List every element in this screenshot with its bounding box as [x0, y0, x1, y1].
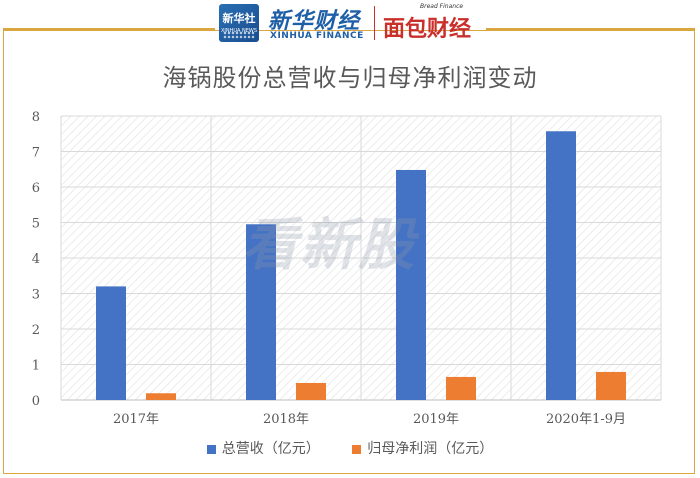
globe-dots-icon [223, 31, 255, 39]
bar-revenue-3 [546, 131, 576, 400]
y-tick-label: 5 [32, 217, 40, 232]
y-tick-label: 7 [32, 146, 40, 161]
bar-profit-0 [146, 393, 176, 400]
legend-swatch-revenue [206, 444, 216, 454]
xinhua-logo-cn: 新华社 [222, 12, 256, 25]
watermark: 看新股 [242, 213, 416, 278]
y-tick-label: 6 [32, 181, 40, 196]
bar-profit-2 [446, 376, 476, 400]
chart-title: 海锅股份总营收与归母净利润变动 [162, 64, 538, 92]
header-rule-left [3, 28, 215, 30]
y-tick-label: 3 [32, 288, 40, 303]
header-separator [374, 6, 375, 40]
header: 新华社 XINHUA NEWS 新华财经 XINHUA FINANCE Brea… [0, 0, 700, 46]
legend-item-revenue: 总营收（亿元） [206, 438, 320, 458]
x-tick-label: 2019年 [413, 412, 459, 427]
bread-finance-brand-en: Bread Finance [420, 3, 464, 10]
legend-swatch-profit [352, 444, 362, 454]
y-tick-label: 8 [32, 110, 40, 125]
bar-revenue-0 [96, 286, 126, 400]
legend: 总营收（亿元） 归母净利润（亿元） [0, 438, 700, 458]
bread-finance-brand: 面包财经 [383, 17, 472, 42]
bar-profit-3 [596, 371, 626, 400]
x-axis: 2017年 2018年 2019年 2020年1-9月 [113, 412, 626, 427]
header-rule-right [486, 28, 695, 30]
bars [96, 131, 626, 400]
x-tick-label: 2020年1-9月 [546, 412, 626, 427]
legend-label-profit: 归母净利润（亿元） [367, 441, 494, 457]
legend-item-profit: 归母净利润（亿元） [352, 438, 493, 458]
xinhua-finance-brand-en: XINHUA FINANCE [270, 31, 364, 41]
xinhua-news-logo: 新华社 XINHUA NEWS [219, 4, 259, 42]
y-tick-label: 2 [32, 323, 40, 338]
bar-revenue-2 [396, 169, 426, 400]
y-tick-label: 4 [32, 252, 40, 267]
y-axis: 0 1 2 3 4 5 6 7 8 [32, 110, 40, 409]
bar-revenue-1 [246, 224, 276, 400]
x-tick-label: 2018年 [263, 412, 309, 427]
x-tick-label: 2017年 [113, 412, 159, 427]
legend-label-revenue: 总营收（亿元） [221, 441, 320, 457]
y-tick-label: 0 [32, 394, 40, 409]
bar-profit-1 [296, 382, 326, 400]
y-tick-label: 1 [32, 359, 40, 374]
xinhua-finance-brand: 新华财经 [268, 8, 361, 34]
